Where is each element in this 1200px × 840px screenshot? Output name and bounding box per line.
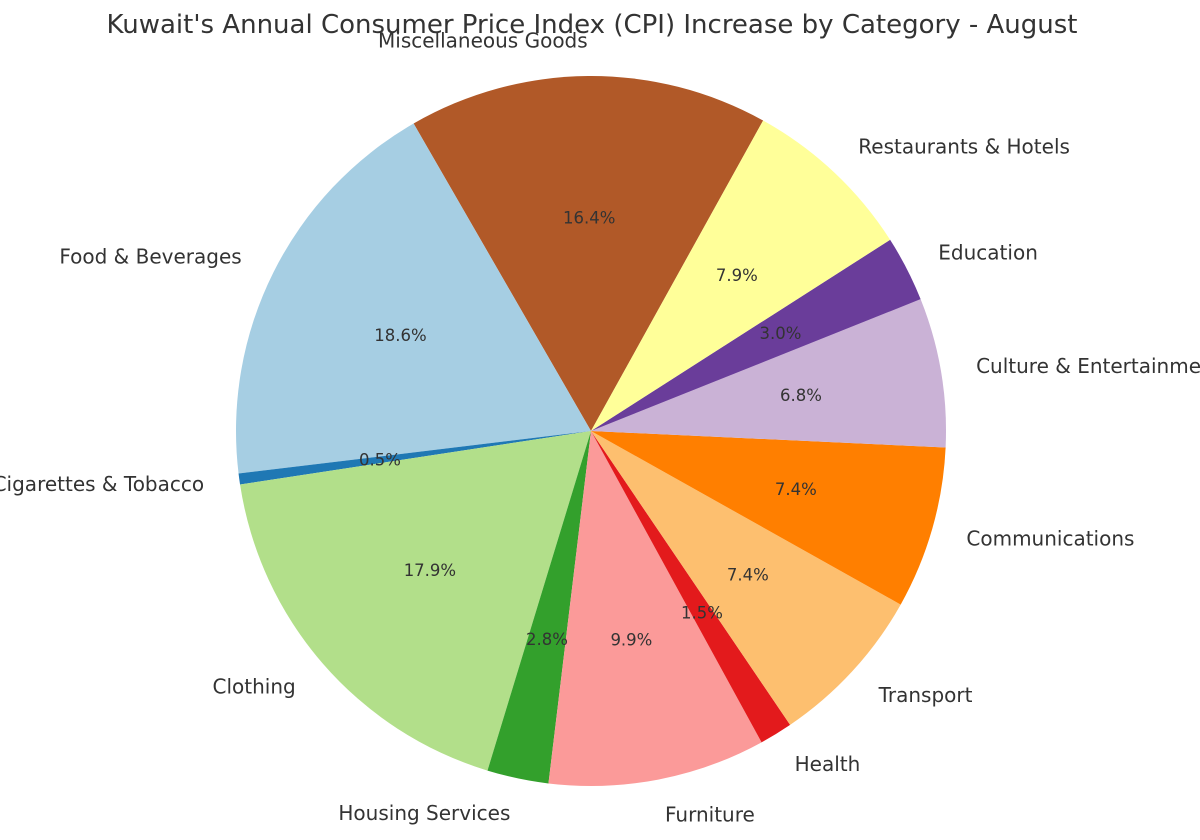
pie-slice-communications	[591, 431, 946, 605]
category-label-transport: Transport	[878, 683, 973, 707]
category-label-health: Health	[795, 752, 861, 776]
pct-label-transport: 7.4%	[727, 566, 769, 585]
pie-slice-food-and-beverages	[235, 123, 591, 474]
pie-slice-education	[591, 239, 921, 431]
category-labels: Miscellaneous Goods Food & Beverages Cigar…	[0, 29, 1200, 827]
category-label-cigarettes-and-tobacco: Cigarettes & Tobacco	[0, 472, 204, 496]
pie-slice-housing-services	[487, 431, 591, 784]
category-label-restaurants-and-hotels: Restaurants & Hotels	[858, 134, 1070, 158]
pct-label-education: 3.0%	[760, 324, 802, 343]
pct-label-clothing: 17.9%	[404, 561, 456, 580]
pie-slices	[235, 75, 947, 786]
pct-label-furniture: 9.9%	[610, 631, 652, 650]
pct-label-culture-and-entertainment: 6.8%	[780, 386, 822, 405]
percentage-labels: 16.4%18.6%0.5%17.9%2.8% 9.9%1.5%7.4%7.4%6…	[359, 209, 822, 650]
category-label-food-and-beverages: Food & Beverages	[59, 244, 241, 268]
pie-slice-restaurants-and-hotels	[591, 120, 891, 431]
pct-label-communications: 7.4%	[775, 480, 817, 499]
chart-title: Kuwait's Annual Consumer Price Index (CP…	[107, 10, 1078, 40]
category-label-miscellaneous-goods: Miscellaneous Goods	[378, 29, 588, 53]
category-label-culture-and-entertainment: Culture & Entertainment	[976, 354, 1200, 378]
pie-slice-cigarettes-and-tobacco	[238, 431, 592, 485]
pie-slice-transport	[591, 431, 901, 725]
pct-label-restaurants-and-hotels: 7.9%	[716, 266, 758, 285]
pct-label-health: 1.5%	[681, 603, 723, 622]
pct-label-miscellaneous-goods: 16.4%	[563, 209, 615, 228]
category-label-clothing: Clothing	[212, 675, 295, 699]
pie-slice-clothing	[240, 431, 591, 771]
pct-label-food-and-beverages: 18.6%	[374, 326, 426, 345]
category-label-furniture: Furniture	[665, 802, 755, 826]
pie-slice-miscellaneous-goods	[413, 75, 764, 431]
category-label-communications: Communications	[966, 526, 1134, 550]
pie-slice-furniture	[548, 431, 762, 786]
pie-slice-culture-and-entertainment	[591, 299, 947, 448]
pct-label-cigarettes-and-tobacco: 0.5%	[359, 450, 401, 469]
pct-label-housing-services: 2.8%	[526, 630, 568, 649]
pie-slice-health	[591, 431, 791, 743]
category-label-education: Education	[938, 241, 1038, 265]
category-label-housing-services: Housing Services	[338, 801, 510, 825]
